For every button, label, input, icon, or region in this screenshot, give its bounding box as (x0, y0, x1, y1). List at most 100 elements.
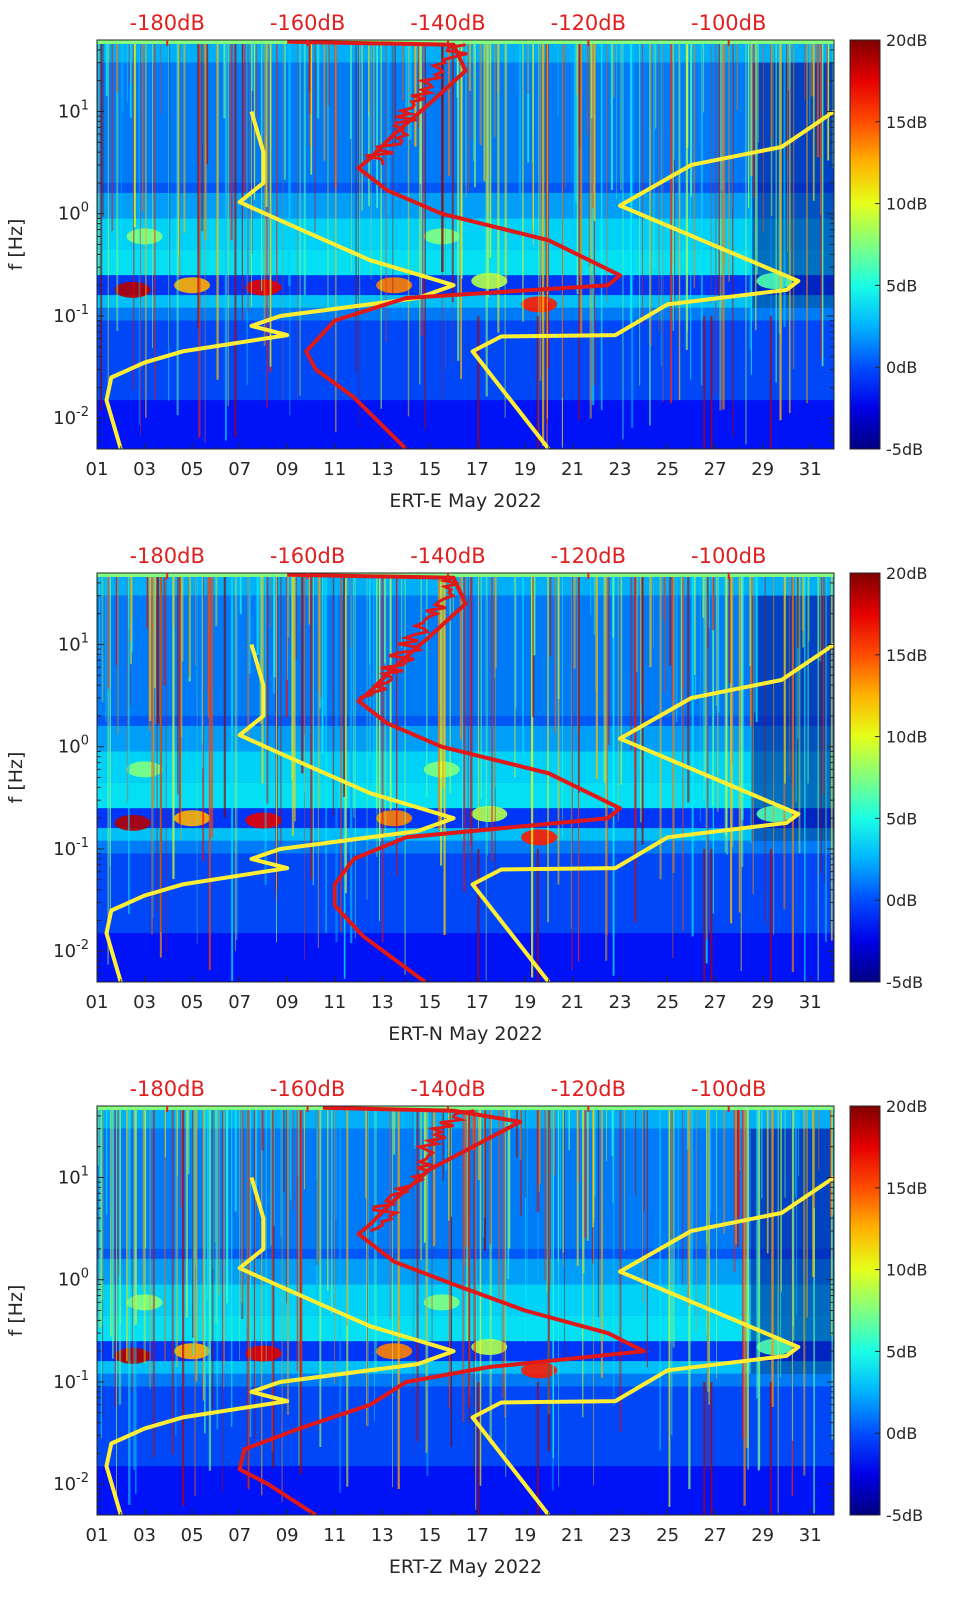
colorbar-tick-label: -5dB (886, 973, 923, 992)
x-tick-label: 05 (181, 992, 204, 1013)
colorbar-tick-label: 15dB (886, 113, 928, 132)
x-tick-label: 29 (751, 1525, 774, 1546)
curve-red-scatter (358, 576, 459, 700)
colorbar-tick-label: 15dB (886, 1179, 928, 1198)
top-db-tick-label: -160dB (270, 544, 345, 568)
x-tick-label: 09 (276, 992, 299, 1013)
x-tick-label: 31 (799, 992, 822, 1013)
spectrogram-image (97, 40, 834, 449)
x-tick-label: 31 (799, 1525, 822, 1546)
top-db-tick-label: -100dB (691, 1077, 766, 1101)
top-db-tick-label: -180dB (129, 1077, 204, 1101)
x-tick-label: 19 (513, 459, 536, 480)
top-db-tick-label: -140dB (410, 1077, 485, 1101)
curve-red-scatter (365, 43, 468, 165)
curve-red-median (287, 40, 622, 449)
colorbar-tick-label: 0dB (886, 891, 917, 910)
y-tick-label: 10-1 (53, 1369, 89, 1393)
y-tick-label: 100 (58, 1267, 89, 1291)
curve-yellow-left (104, 643, 456, 982)
x-tick-label: 15 (418, 459, 441, 480)
top-db-tick-label: -120dB (551, 544, 626, 568)
x-tick-label: 19 (513, 992, 536, 1013)
top-db-tick-label: -140dB (410, 544, 485, 568)
y-axis-label: f [Hz] (5, 219, 27, 271)
x-tick-label: 11 (323, 992, 346, 1013)
top-db-tick-label: -160dB (270, 11, 345, 35)
y-tick-label: 101 (58, 631, 89, 655)
x-tick-label: 27 (704, 459, 727, 480)
x-tick-label: 13 (371, 992, 394, 1013)
x-axis-label: ERT-Z May 2022 (389, 1556, 542, 1578)
x-tick-label: 29 (751, 459, 774, 480)
y-tick-label: 10-2 (53, 1471, 89, 1495)
colorbar-tick-label: 20dB (886, 31, 928, 50)
colorbar-tick-label: 20dB (886, 564, 928, 583)
chart-svg: 01 03 05 07 09 11 13 15 17 19 21 23 25 27 29 31 10-2 10-1… (5, 11, 928, 512)
colorbar-tick-label: 10dB (886, 728, 928, 747)
panel-ert-n: 01 03 05 07 09 11 13 15 17 19 21 23 25 27 29 31 10-2 10-1… (0, 533, 962, 1066)
top-db-tick-label: -160dB (270, 1077, 345, 1101)
curve-yellow-left (104, 1176, 456, 1515)
colorbar-tick-label: -5dB (886, 440, 923, 459)
chart-svg: 01 03 05 07 09 11 13 15 17 19 21 23 25 27 29 31 10-2 10-1… (5, 1077, 928, 1578)
x-tick-label: 03 (133, 459, 156, 480)
top-db-tick-label: -180dB (129, 544, 204, 568)
x-tick-label: 07 (228, 459, 251, 480)
x-tick-label: 11 (323, 459, 346, 480)
x-tick-label: 15 (418, 992, 441, 1013)
x-tick-label: 03 (133, 1525, 156, 1546)
y-tick-label: 10-2 (53, 938, 89, 962)
x-tick-label: 11 (323, 1525, 346, 1546)
curve-yellow-left (104, 110, 456, 449)
x-tick-label: 05 (181, 1525, 204, 1546)
x-tick-label: 17 (466, 459, 489, 480)
x-tick-label: 07 (228, 992, 251, 1013)
top-db-tick-label: -100dB (691, 544, 766, 568)
top-db-tick-label: -100dB (691, 11, 766, 35)
y-axis-label: f [Hz] (5, 1285, 27, 1337)
colorbar-tick-label: 5dB (886, 1342, 917, 1361)
curve-red-median (287, 573, 622, 982)
x-tick-label: 21 (561, 992, 584, 1013)
top-db-tick-label: -180dB (129, 11, 204, 35)
x-tick-label: 25 (656, 459, 679, 480)
curve-yellow-right (470, 642, 834, 982)
x-tick-label: 27 (704, 992, 727, 1013)
y-axis-label: f [Hz] (5, 752, 27, 804)
curve-yellow-right (470, 1175, 834, 1515)
panel-ert-z: 01 03 05 07 09 11 13 15 17 19 21 23 25 27 29 31 10-2 10-1… (0, 1066, 962, 1599)
x-tick-label: 21 (561, 459, 584, 480)
y-tick-label: 10-2 (53, 405, 89, 429)
x-tick-label: 21 (561, 1525, 584, 1546)
colorbar-tick-label: 20dB (886, 1097, 928, 1116)
x-tick-label: 07 (228, 1525, 251, 1546)
panel-ert-e: 01 03 05 07 09 11 13 15 17 19 21 23 25 27 29 31 10-2 10-1… (0, 0, 962, 533)
colorbar-tick-label: 10dB (886, 195, 928, 214)
y-tick-label: 101 (58, 98, 89, 122)
x-tick-label: 15 (418, 1525, 441, 1546)
x-axis-label: ERT-E May 2022 (389, 490, 541, 512)
x-tick-label: 01 (86, 459, 109, 480)
x-tick-label: 29 (751, 992, 774, 1013)
x-tick-label: 19 (513, 1525, 536, 1546)
x-tick-label: 31 (799, 459, 822, 480)
y-tick-label: 101 (58, 1164, 89, 1188)
colorbar-tick-label: 0dB (886, 358, 917, 377)
colorbar (849, 1105, 881, 1516)
x-tick-label: 13 (371, 459, 394, 480)
colorbar (849, 572, 881, 983)
x-tick-label: 01 (86, 1525, 109, 1546)
top-db-tick-label: -140dB (410, 11, 485, 35)
chart-svg: 01 03 05 07 09 11 13 15 17 19 21 23 25 27 29 31 10-2 10-1… (5, 544, 928, 1045)
top-db-tick-label: -120dB (551, 1077, 626, 1101)
x-tick-label: 13 (371, 1525, 394, 1546)
y-tick-label: 10-1 (53, 303, 89, 327)
x-tick-label: 03 (133, 992, 156, 1013)
spectrogram-image (97, 1106, 834, 1515)
y-tick-label: 100 (58, 201, 89, 225)
top-db-tick-label: -120dB (551, 11, 626, 35)
x-tick-label: 25 (656, 992, 679, 1013)
y-tick-label: 10-1 (53, 836, 89, 860)
